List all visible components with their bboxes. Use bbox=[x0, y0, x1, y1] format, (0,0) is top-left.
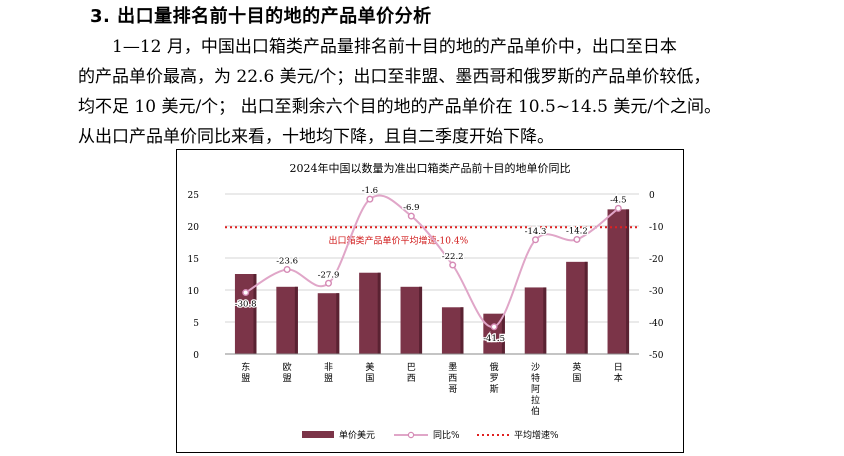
bar bbox=[566, 261, 588, 354]
yoy-data-label: -1.6 bbox=[362, 186, 378, 196]
yoy-data-label: -27.9 bbox=[318, 270, 340, 280]
yoy-point bbox=[407, 212, 415, 220]
x-tick-label: 英国 bbox=[572, 361, 581, 384]
yoy-data-label: -6.9 bbox=[403, 203, 419, 213]
legend-line-marker bbox=[407, 431, 415, 439]
y-left-tick-label: 10 bbox=[188, 287, 200, 297]
yoy-data-label: -14.2 bbox=[566, 226, 588, 236]
bar bbox=[524, 287, 547, 354]
yoy-point bbox=[324, 279, 332, 287]
chart-container: 2024年中国以数量为准出口箱类产品前十目的地单价同比 出口箱类产品单价平均增速… bbox=[176, 149, 684, 453]
section-title: 3. 出口量排名前十目的地的产品单价分析 bbox=[90, 6, 432, 27]
x-tick-label: 俄罗斯 bbox=[490, 361, 499, 395]
paragraph-line: 的产品单价最高，为 22.6 美元/个；出口至非盟、墨西哥和俄罗斯的产品单价较低… bbox=[78, 67, 711, 87]
bar bbox=[359, 272, 381, 354]
y-left-tick-label: 0 bbox=[193, 351, 199, 361]
bar bbox=[276, 286, 298, 354]
bar bbox=[483, 313, 505, 354]
chart-title: 2024年中国以数量为准出口箱类产品前十目的地单价同比 bbox=[290, 161, 571, 175]
bar-shade bbox=[336, 293, 340, 354]
bar-shade bbox=[584, 261, 588, 354]
bar-shade bbox=[460, 307, 464, 354]
yoy-data-label: -23.6 bbox=[276, 257, 298, 267]
yoy-data-label: -41.5 bbox=[483, 334, 505, 344]
legend-bar-label: 单价美元 bbox=[339, 429, 375, 441]
y-right-tick-label: -30 bbox=[649, 287, 664, 297]
yoy-data-label: -14.3 bbox=[525, 227, 547, 237]
yoy-data-label: -4.5 bbox=[610, 195, 626, 205]
legend-ref-label: 平均增速% bbox=[514, 429, 559, 441]
yoy-point bbox=[573, 235, 581, 243]
yoy-point bbox=[614, 204, 622, 212]
bar bbox=[441, 307, 464, 354]
x-tick-label: 墨西哥 bbox=[448, 362, 457, 395]
bar bbox=[317, 293, 340, 354]
y-right-tick-label: -50 bbox=[649, 351, 664, 361]
x-tick-label: 日本 bbox=[614, 362, 623, 384]
yoy-point bbox=[283, 266, 291, 274]
paragraph-line: 1—12 月，中国出口箱类产品量排名前十目的地的产品单价中，出口至日本 bbox=[112, 37, 677, 57]
yoy-point bbox=[242, 289, 250, 297]
bar-shade bbox=[253, 274, 257, 354]
bar-shade bbox=[377, 272, 381, 354]
bar-shade bbox=[543, 287, 547, 354]
x-tick-label: 非盟 bbox=[324, 361, 333, 384]
yoy-line bbox=[245, 194, 619, 328]
yoy-data-label: -22.2 bbox=[442, 252, 464, 262]
y-right-tick-label: -20 bbox=[649, 255, 664, 265]
bar bbox=[607, 209, 630, 354]
x-tick-label: 沙特阿拉伯 bbox=[531, 362, 540, 417]
y-right-tick-label: -40 bbox=[649, 319, 664, 329]
legend-line-label: 同比% bbox=[433, 429, 460, 441]
y-left-tick-label: 25 bbox=[188, 191, 200, 201]
paragraph-line: 均不足 10 美元/个； 出口至剩余六个目的地的产品单价在 10.5~14.5 … bbox=[78, 97, 722, 117]
yoy-data-label: -30.8 bbox=[235, 300, 257, 310]
average-growth-annotation: 出口箱类产品单价平均增速-10.4% bbox=[329, 234, 469, 246]
bar bbox=[234, 274, 257, 354]
y-right-tick-label: -10 bbox=[649, 223, 664, 233]
x-tick-label: 美国 bbox=[365, 361, 374, 384]
x-tick-label: 巴西 bbox=[407, 362, 416, 384]
yoy-point bbox=[366, 195, 374, 203]
bar-shade bbox=[501, 313, 505, 354]
x-tick-label: 东盟 bbox=[241, 361, 250, 384]
bar-shade bbox=[294, 286, 298, 354]
y-left-tick-label: 5 bbox=[193, 319, 199, 329]
yoy-point bbox=[532, 236, 540, 244]
bar-shade bbox=[626, 209, 630, 354]
legend-bar-swatch bbox=[302, 431, 334, 438]
y-left-tick-label: 15 bbox=[188, 255, 200, 265]
yoy-point bbox=[449, 261, 457, 269]
yoy-point bbox=[490, 323, 498, 331]
bar-shade bbox=[419, 286, 423, 354]
unit-price-chart: 2024年中国以数量为准出口箱类产品前十目的地单价同比 出口箱类产品单价平均增速… bbox=[188, 161, 664, 441]
paragraph-line: 从出口产品单价同比来看，十地均下降，且自二季度开始下降。 bbox=[78, 127, 554, 147]
bar bbox=[400, 286, 423, 354]
analysis-paragraph: 1—12 月，中国出口箱类产品量排名前十目的地的产品单价中，出口至日本 的产品单… bbox=[78, 32, 778, 152]
x-tick-label: 欧盟 bbox=[283, 361, 292, 384]
y-left-tick-label: 20 bbox=[188, 223, 200, 233]
y-right-tick-label: 0 bbox=[649, 191, 655, 201]
